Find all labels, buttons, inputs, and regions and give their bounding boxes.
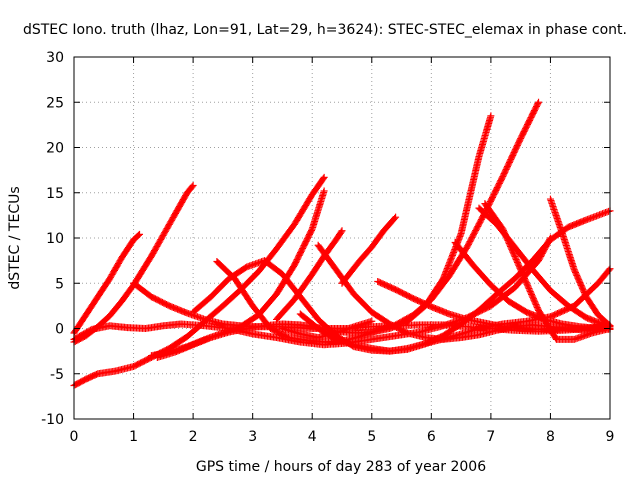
series-19 <box>546 195 614 330</box>
x-axis-label: GPS time / hours of day 283 of year 2006 <box>196 459 486 475</box>
data-point-marker <box>338 227 346 235</box>
data-point-marker <box>320 187 328 195</box>
data-point-marker <box>535 98 543 106</box>
data-point-marker <box>189 182 197 190</box>
series-18 <box>481 200 614 343</box>
data-point-marker <box>605 321 613 329</box>
x-tick-label: 6 <box>427 429 436 445</box>
data-point-marker <box>188 183 196 191</box>
axis-ticks: 0 1 2 3 4 5 6 7 8 9 -10 -5 0 5 10 15 20 25 30 <box>41 50 614 445</box>
x-tick-label: 4 <box>308 429 317 445</box>
x-tick-label: 8 <box>546 429 555 445</box>
series-16 <box>451 239 614 333</box>
y-tick-label: 5 <box>55 276 64 292</box>
x-tick-label: 1 <box>129 429 138 445</box>
y-tick-label: 20 <box>46 141 64 157</box>
data-point-marker <box>135 231 143 239</box>
y-tick-label: 30 <box>46 50 64 66</box>
data-point-marker <box>320 173 328 181</box>
series-14 <box>278 317 376 342</box>
y-tick-label: 15 <box>46 186 64 202</box>
data-point-marker <box>487 112 495 120</box>
x-tick-label: 0 <box>70 429 79 445</box>
x-tick-label: 5 <box>367 429 376 445</box>
y-tick-label: -5 <box>50 367 64 383</box>
plot-area <box>70 98 614 390</box>
series-15 <box>374 277 614 333</box>
x-tick-label: 9 <box>606 429 615 445</box>
y-tick-label: 0 <box>55 322 64 338</box>
data-point-marker <box>136 230 144 238</box>
y-axis-label: dSTEC / TECUs <box>7 186 23 289</box>
x-tick-label: 7 <box>486 429 495 445</box>
data-point-marker <box>337 228 345 236</box>
data-point-marker <box>534 100 542 108</box>
data-point-marker <box>368 317 376 325</box>
data-point-marker <box>392 213 400 221</box>
y-tick-label: 25 <box>46 95 64 111</box>
series-13 <box>338 213 400 287</box>
data-point-marker <box>391 214 399 222</box>
chart-title: dSTEC Iono. truth (lhaz, Lon=91, Lat=29,… <box>23 22 627 38</box>
series-1 <box>70 230 144 337</box>
data-point-marker <box>605 266 613 274</box>
y-tick-label: 10 <box>46 231 64 247</box>
x-tick-label: 3 <box>248 429 257 445</box>
data-point-marker <box>319 175 327 183</box>
y-tick-label: -10 <box>41 412 64 428</box>
x-tick-label: 2 <box>189 429 198 445</box>
